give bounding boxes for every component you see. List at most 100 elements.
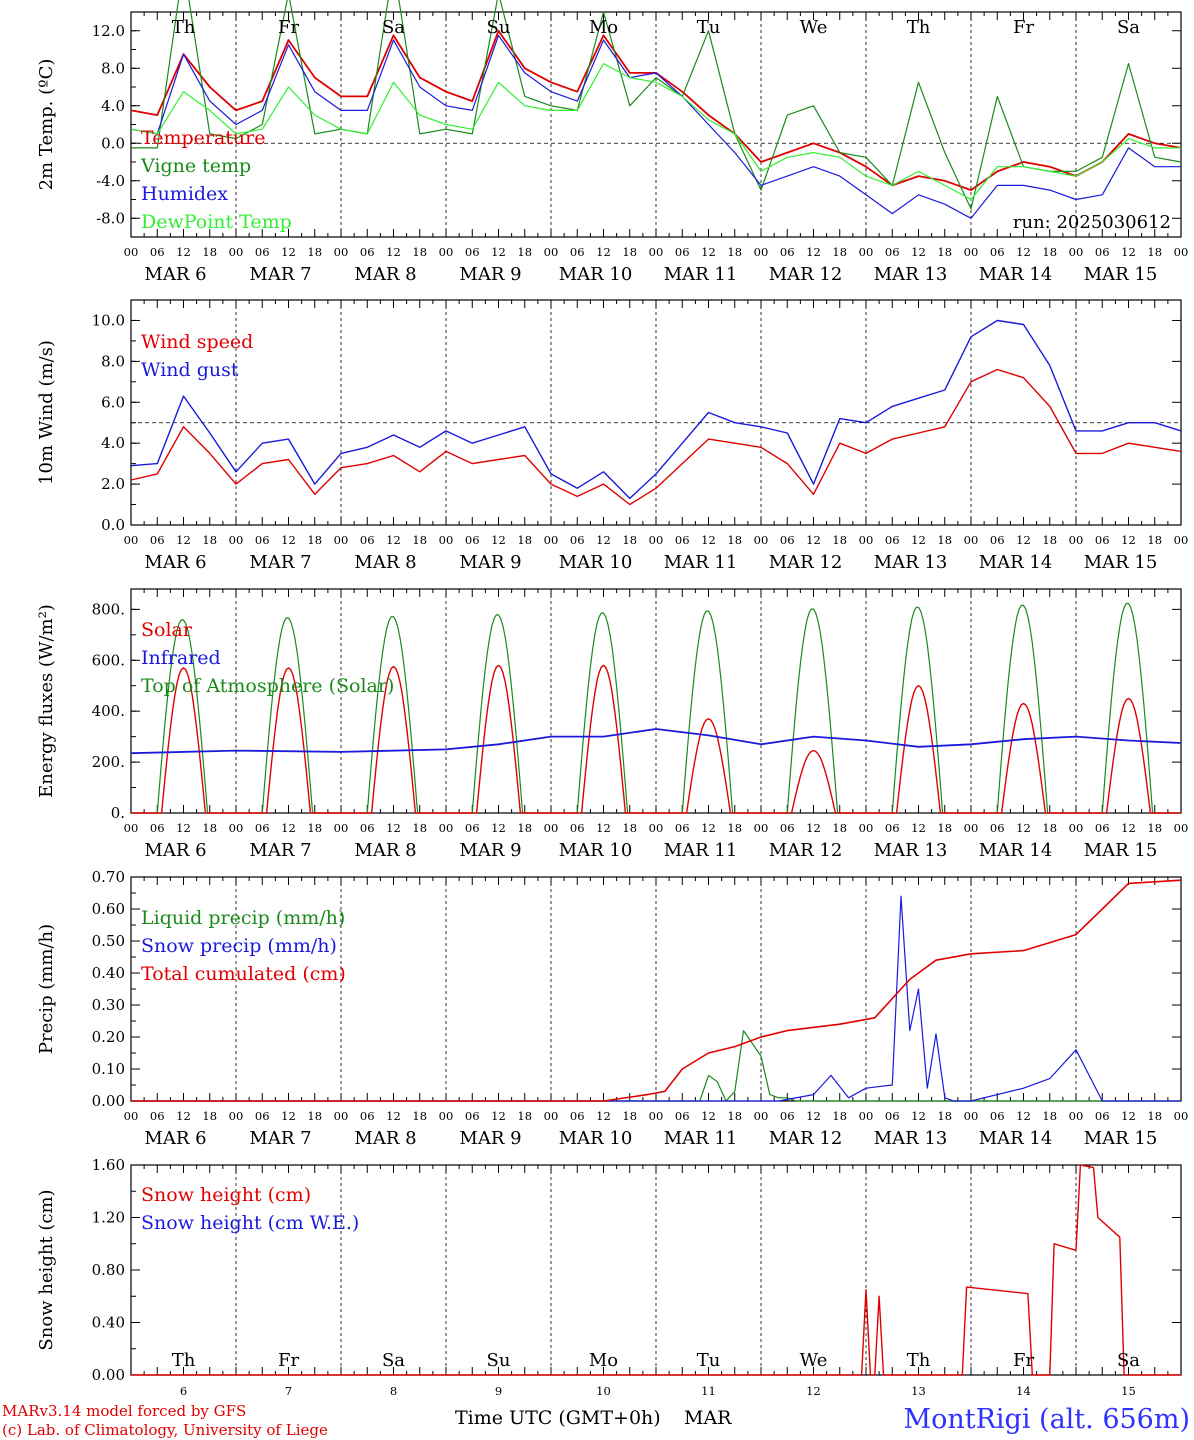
- y-tick-label: 0.30: [92, 996, 125, 1014]
- hour-label: 18: [307, 821, 322, 835]
- hour-label: 06: [570, 1109, 585, 1123]
- plot-frame: [130, 299, 1182, 526]
- hour-label: 18: [307, 533, 322, 547]
- hour-label: 06: [1095, 533, 1110, 547]
- hour-label: 06: [780, 245, 795, 259]
- day-number-label: 7: [285, 1384, 292, 1398]
- y-axis-label: Energy fluxes (W/m²): [36, 604, 57, 798]
- hour-label: 06: [885, 533, 900, 547]
- hour-label: 00: [124, 245, 139, 259]
- hour-label: 06: [360, 1109, 375, 1123]
- hour-label: 06: [990, 245, 1005, 259]
- hour-label: 18: [622, 533, 637, 547]
- y-tick-label: 2.0: [101, 475, 125, 493]
- lab-credit: (c) Lab. of Climatology, University of L…: [2, 1421, 328, 1439]
- legend-solar: Solar: [141, 619, 193, 641]
- y-tick-label: 0.10: [92, 1060, 125, 1078]
- y-tick-label: 0.70: [92, 868, 125, 886]
- hour-label: 00: [544, 1109, 559, 1123]
- hour-label: 00: [334, 821, 349, 835]
- date-label: MAR 13: [874, 264, 948, 285]
- y-tick-label: 0.0: [101, 516, 125, 534]
- hour-label: 12: [281, 821, 296, 835]
- date-label: MAR 8: [354, 1128, 416, 1149]
- hour-label: 06: [1095, 245, 1110, 259]
- hour-label: 00: [229, 1109, 244, 1123]
- hour-label: 18: [412, 533, 427, 547]
- hour-label: 12: [806, 821, 821, 835]
- hour-label: 00: [859, 1109, 874, 1123]
- hour-label: 12: [596, 1109, 611, 1123]
- hour-label: 12: [596, 821, 611, 835]
- day-number-label: 9: [495, 1384, 502, 1398]
- hour-label: 12: [911, 245, 926, 259]
- date-label: MAR 11: [664, 264, 738, 285]
- day-number-label: 12: [806, 1384, 821, 1398]
- legend-humidex: Humidex: [141, 183, 228, 205]
- hour-label: 06: [675, 245, 690, 259]
- hour-label: 06: [780, 533, 795, 547]
- hour-label: 12: [281, 1109, 296, 1123]
- hour-label: 12: [386, 533, 401, 547]
- y-tick-label: 10.0: [92, 311, 125, 329]
- day-number-label: 13: [911, 1384, 926, 1398]
- date-label: MAR 9: [459, 264, 521, 285]
- series-line-total-cumulated: [131, 879, 1182, 1102]
- hour-label: 06: [465, 245, 480, 259]
- day-number-label: 11: [701, 1384, 716, 1398]
- hour-label: 12: [806, 245, 821, 259]
- date-label: MAR 11: [664, 1128, 738, 1149]
- plot-frame: [130, 588, 1182, 814]
- hour-label: 18: [1042, 533, 1057, 547]
- hour-label: 18: [412, 245, 427, 259]
- hour-label: 06: [990, 1109, 1005, 1123]
- hour-label: 18: [727, 245, 742, 259]
- series-line-snow-height: [131, 1164, 1181, 1376]
- hour-label: 18: [832, 533, 847, 547]
- hour-label: 12: [806, 533, 821, 547]
- y-tick-label: 0.50: [92, 932, 125, 950]
- hour-label: 12: [176, 245, 191, 259]
- hour-label: 06: [1095, 1109, 1110, 1123]
- date-label: MAR 12: [769, 552, 843, 573]
- hour-label: 12: [491, 821, 506, 835]
- hour-label: 06: [255, 821, 270, 835]
- hour-label: 12: [491, 1109, 506, 1123]
- y-tick-label: 1.20: [92, 1209, 125, 1227]
- hour-label: 00: [859, 821, 874, 835]
- hour-label: 12: [911, 821, 926, 835]
- series-line-wind-speed: [130, 368, 1182, 506]
- day-number-label: 14: [1016, 1384, 1031, 1398]
- series-line-vigne-temp: [131, 0, 1182, 210]
- hour-label: 00: [124, 533, 139, 547]
- hour-label: 12: [911, 1109, 926, 1123]
- date-label: MAR 8: [354, 264, 416, 285]
- hour-label: 12: [596, 245, 611, 259]
- date-label: MAR 10: [559, 1128, 633, 1149]
- hour-label: 00: [1069, 245, 1084, 259]
- hour-label: 00: [229, 245, 244, 259]
- weekday-label: We: [800, 17, 828, 38]
- hour-label: 00: [649, 1109, 664, 1123]
- y-tick-label: 0.40: [92, 1314, 125, 1332]
- hour-label: 06: [570, 533, 585, 547]
- hour-label: 00: [1174, 1109, 1189, 1123]
- hour-label: 00: [649, 245, 664, 259]
- hour-label: 00: [544, 533, 559, 547]
- hour-label: 00: [334, 533, 349, 547]
- series-line-infrared: [130, 728, 1182, 755]
- hour-label: 00: [859, 245, 874, 259]
- hour-label: 18: [1042, 821, 1057, 835]
- date-label: MAR 6: [144, 552, 206, 573]
- hour-label: 18: [202, 821, 217, 835]
- hour-label: 00: [1069, 1109, 1084, 1123]
- hour-label: 18: [937, 245, 952, 259]
- date-label: MAR 7: [249, 264, 311, 285]
- y-axis-label: Precip (mm/h): [36, 924, 57, 1054]
- panel-snow: 1.60 1.20 0.80 0.40 0.00 Snow height (cm) Snow…: [36, 1156, 1182, 1398]
- hour-label: 18: [1042, 245, 1057, 259]
- date-label: MAR 10: [559, 264, 633, 285]
- hour-label: 18: [832, 245, 847, 259]
- legend-total-cumulated-cm-: Total cumulated (cm): [141, 963, 346, 985]
